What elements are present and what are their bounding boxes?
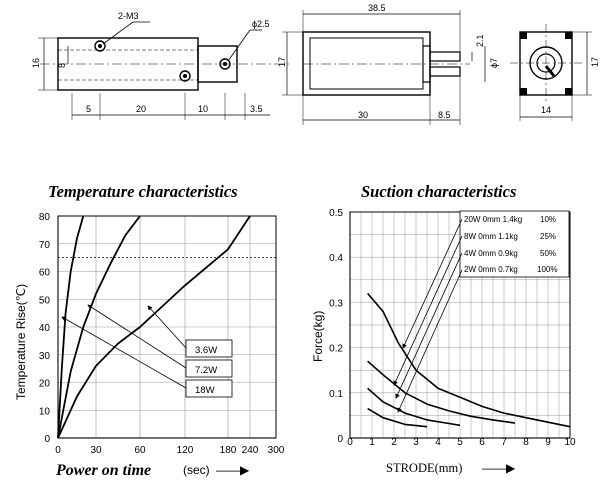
suction-legend-4w-duty: 50% (540, 249, 556, 258)
suction-chart-title: Suction characteristics (361, 182, 516, 201)
suction-x-arrow: ——▶ (482, 461, 516, 475)
temp-y-tick: 80 (39, 212, 51, 223)
temp-y-tick: 40 (39, 323, 51, 334)
suction-chart-grid (349, 211, 571, 439)
temp-x-tick: 300 (268, 445, 285, 456)
temp-x-unit: (sec) (183, 463, 210, 477)
dim-len-a: 5 (86, 104, 91, 114)
temp-x-tick: 60 (134, 445, 146, 456)
dim-screw: 2-M3 (118, 11, 139, 21)
temp-legend-3-6w: 3.6W (195, 345, 217, 356)
temp-series-7-2w (57, 215, 141, 439)
suction-series-3 (367, 407, 428, 428)
suction-legend-8w-duty: 25% (540, 232, 556, 241)
suction-x-tick: 8 (523, 437, 529, 448)
suction-y-tick: 0.5 (329, 208, 343, 219)
dim-shaft-dia: ϕ7 (489, 58, 499, 68)
suction-chart-series (366, 292, 571, 428)
dim-len-d: 3.5 (250, 104, 263, 114)
dim-shaft-gap: 2.1 (475, 34, 485, 47)
suction-y-tick: 0.4 (329, 253, 343, 264)
dim-end-width: 14 (541, 105, 551, 115)
temp-plot-frame (57, 215, 277, 439)
temp-x-tick: 240 (242, 445, 259, 456)
suction-x-tick: 4 (435, 437, 441, 448)
temp-x-tick: 30 (90, 445, 102, 456)
suction-x-tick: 10 (564, 437, 576, 448)
temp-y-tick: 50 (39, 295, 51, 306)
dim-len-b: 20 (136, 104, 146, 114)
suction-x-tick: 3 (413, 437, 419, 448)
temp-chart-grid (57, 215, 277, 439)
suction-series-2 (367, 387, 461, 427)
temp-legend-leaders (61, 304, 187, 389)
side-view-drawing (282, 10, 486, 125)
suction-y-tick: 0.3 (329, 298, 343, 309)
temp-y-tick: 20 (39, 379, 51, 390)
temp-legend (185, 339, 233, 398)
temp-series-3-6w (57, 215, 251, 439)
temp-legend-7-2w: 7.2W (195, 365, 217, 376)
temp-legend-18w: 18W (195, 385, 215, 396)
temp-chart-title: Temperature characteristics (48, 182, 238, 201)
suction-x-tick: 7 (501, 437, 507, 448)
suction-legend-20w: 20W 0mm 1.4kg (464, 215, 522, 224)
suction-legend-2w-duty: 100% (537, 265, 557, 274)
dim-body-len: 30 (358, 110, 368, 120)
suction-chart-ticks: 0 1 2 3 4 5 6 7 8 9 10 0 0.1 0.2 0.3 0.4 0.5 (329, 208, 576, 448)
dim-shaft-len: 8.5 (438, 110, 451, 120)
suction-series-1 (367, 360, 516, 424)
temp-series-18w (57, 215, 85, 439)
suction-legend-8w: 8W 0mm 1.1kg (464, 232, 518, 241)
suction-x-tick: 6 (479, 437, 485, 448)
suction-x-tick: 5 (457, 437, 463, 448)
temp-y-tick: 60 (39, 268, 51, 279)
suction-legend-leaders (393, 218, 463, 413)
dim-len-c: 10 (198, 104, 208, 114)
suction-y-tick: 0 (337, 434, 343, 445)
temp-x-arrow: ——▶ (216, 463, 250, 477)
suction-x-tick: 1 (369, 437, 375, 448)
front-view-drawing (38, 21, 290, 120)
temp-x-tick: 0 (55, 445, 61, 456)
temp-x-label: Power on time (55, 462, 151, 479)
temp-x-tick: 180 (220, 445, 237, 456)
dim-height-side: 17 (277, 57, 287, 67)
temp-x-tick: 120 (177, 445, 194, 456)
suction-x-tick: 2 (391, 437, 397, 448)
suction-legend (459, 210, 570, 278)
temp-y-tick: 30 (39, 351, 51, 362)
dim-total-len: 38.5 (368, 3, 386, 13)
temp-y-label: Temperature Rise(℃) (14, 284, 28, 400)
suction-y-tick: 0.1 (329, 389, 343, 400)
suction-y-label: Force(kg) (311, 311, 325, 362)
temp-y-tick: 10 (39, 406, 51, 417)
suction-x-tick: 0 (347, 437, 353, 448)
dim-end-height: 17 (590, 57, 600, 67)
dim-height-left: 16 (31, 58, 41, 68)
temp-y-tick: 0 (44, 434, 50, 445)
end-view-drawing (510, 24, 592, 121)
suction-legend-4w: 4W 0mm 0.9kg (464, 249, 518, 258)
suction-x-tick: 9 (545, 437, 551, 448)
temp-chart-series (57, 215, 251, 439)
suction-series-0 (366, 292, 571, 428)
dim-height-inner: 8 (57, 63, 67, 68)
suction-y-tick: 0.2 (329, 344, 343, 355)
suction-x-label: STRODE(mm) (386, 461, 462, 475)
temp-chart-ticks: 0 30 60 120 180 240 300 0 10 20 30 40 50 60 70 80 (39, 212, 285, 456)
suction-legend-2w: 2W 0mm 0.7kg (464, 265, 518, 274)
temp-y-tick: 70 (39, 240, 51, 251)
dim-hole: ϕ2.5 (252, 19, 270, 29)
suction-legend-20w-duty: 10% (540, 215, 556, 224)
